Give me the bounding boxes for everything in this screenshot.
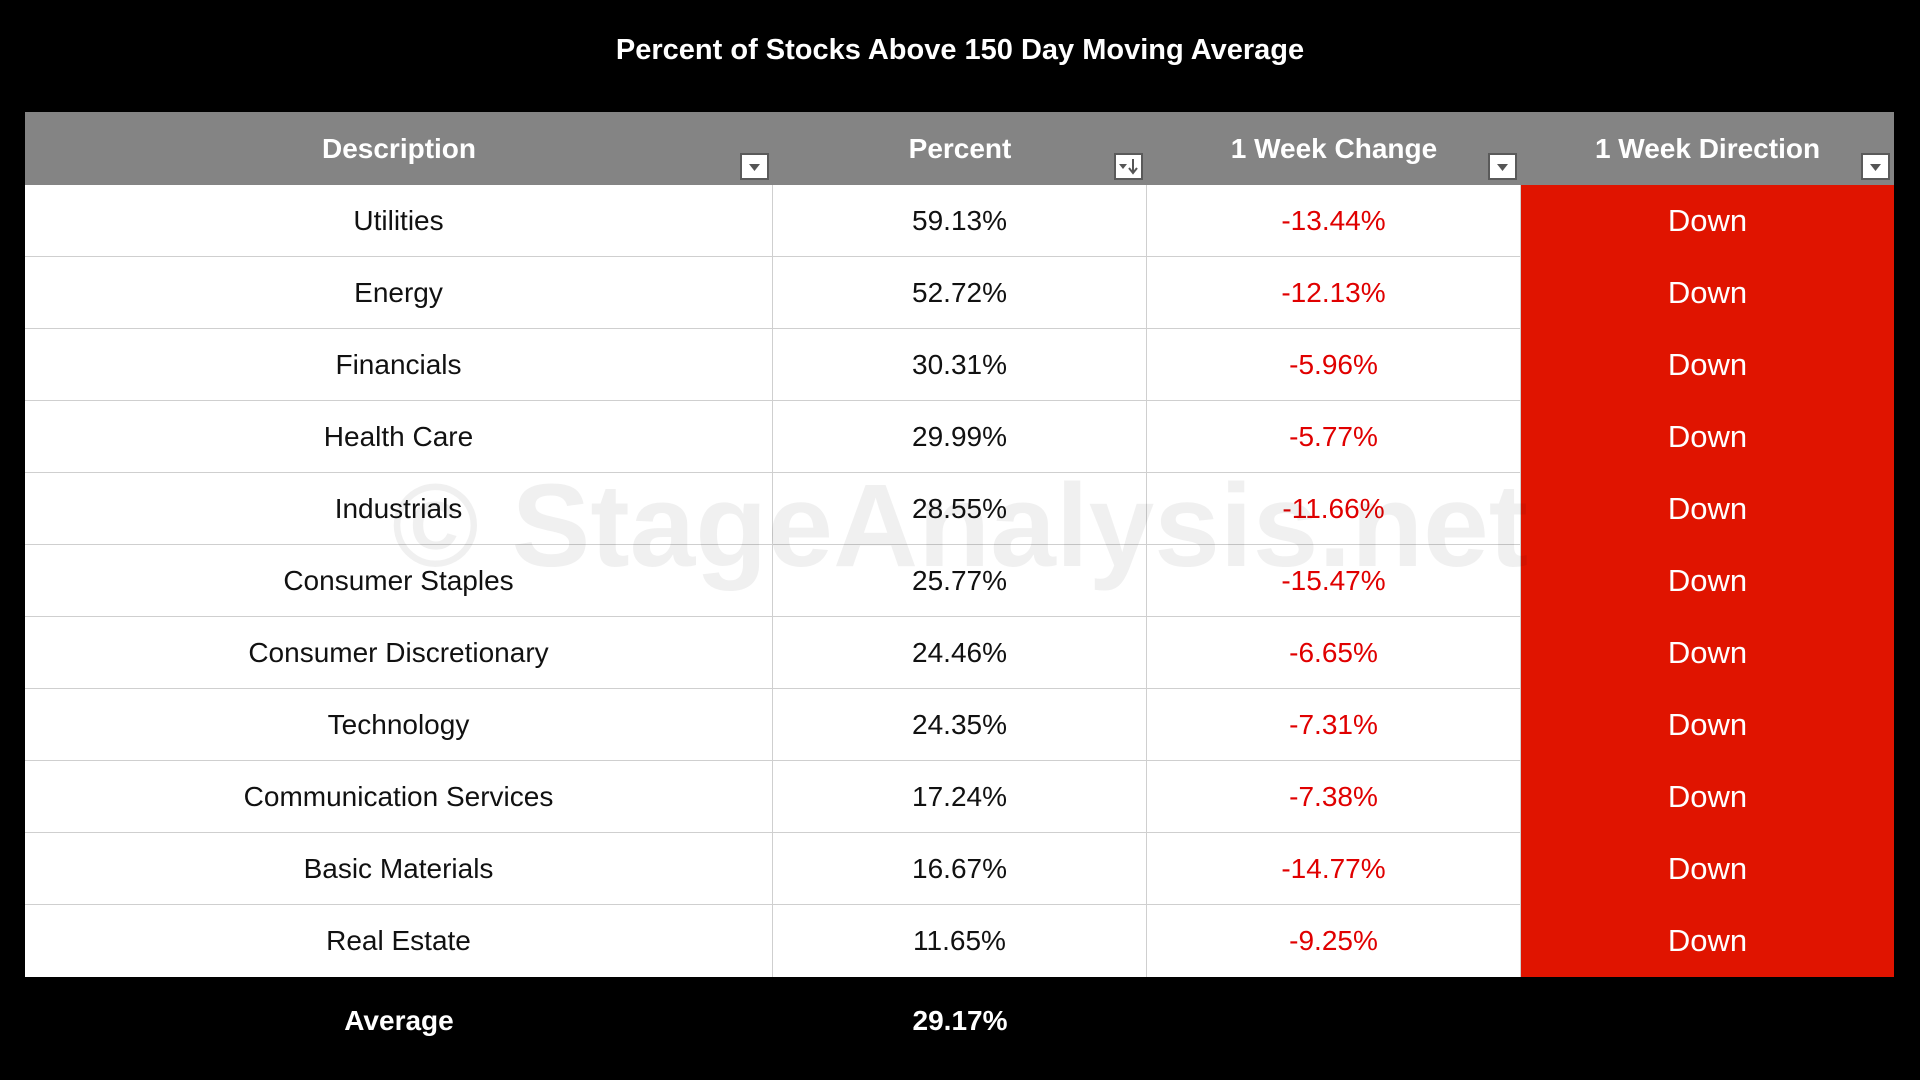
cell-description: Industrials — [25, 473, 773, 545]
cell-description: Utilities — [25, 185, 773, 257]
cell-percent: 17.24% — [773, 761, 1147, 833]
cell-description: Financials — [25, 329, 773, 401]
table-row[interactable]: Industrials 28.55% -11.66% Down — [25, 473, 1894, 545]
cell-change: -7.31% — [1147, 689, 1521, 761]
cell-direction: Down — [1521, 761, 1894, 833]
footer-empty — [1147, 977, 1521, 1065]
cell-percent: 29.99% — [773, 401, 1147, 473]
table-row[interactable]: Consumer Discretionary 24.46% -6.65% Down — [25, 617, 1894, 689]
cell-description: Real Estate — [25, 905, 773, 977]
cell-description: Energy — [25, 257, 773, 329]
cell-direction: Down — [1521, 329, 1894, 401]
cell-change: -11.66% — [1147, 473, 1521, 545]
table-footer: Average 29.17% — [25, 977, 1894, 1065]
cell-direction: Down — [1521, 905, 1894, 977]
cell-change: -13.44% — [1147, 185, 1521, 257]
column-header-percent[interactable]: Percent — [773, 112, 1147, 185]
cell-percent: 16.67% — [773, 833, 1147, 905]
table-row[interactable]: Communication Services 17.24% -7.38% Down — [25, 761, 1894, 833]
average-value: 29.17% — [912, 1005, 1008, 1036]
table-row[interactable]: Real Estate 11.65% -9.25% Down — [25, 905, 1894, 977]
filter-dropdown-icon[interactable] — [740, 153, 769, 180]
cell-percent: 24.35% — [773, 689, 1147, 761]
cell-direction: Down — [1521, 257, 1894, 329]
cell-change: -9.25% — [1147, 905, 1521, 977]
table-row[interactable]: Health Care 29.99% -5.77% Down — [25, 401, 1894, 473]
cell-direction: Down — [1521, 185, 1894, 257]
page-title: Percent of Stocks Above 150 Day Moving A… — [615, 34, 1305, 66]
cell-direction: Down — [1521, 689, 1894, 761]
table-row[interactable]: Energy 52.72% -12.13% Down — [25, 257, 1894, 329]
cell-change: -12.13% — [1147, 257, 1521, 329]
cell-description: Communication Services — [25, 761, 773, 833]
cell-percent: 30.31% — [773, 329, 1147, 401]
cell-description: Technology — [25, 689, 773, 761]
cell-percent: 25.77% — [773, 545, 1147, 617]
column-header-label: Percent — [908, 133, 1012, 164]
table-row[interactable]: Consumer Staples 25.77% -15.47% Down — [25, 545, 1894, 617]
cell-direction: Down — [1521, 545, 1894, 617]
cell-percent: 59.13% — [773, 185, 1147, 257]
cell-change: -5.77% — [1147, 401, 1521, 473]
table-header: Description Percent 1 Week Change 1 Week… — [25, 112, 1894, 185]
data-table: Description Percent 1 Week Change 1 Week… — [25, 112, 1894, 1065]
cell-direction: Down — [1521, 401, 1894, 473]
cell-direction: Down — [1521, 617, 1894, 689]
average-label: Average — [344, 1005, 454, 1036]
column-header-label: 1 Week Direction — [1594, 133, 1821, 164]
table-row[interactable]: Basic Materials 16.67% -14.77% Down — [25, 833, 1894, 905]
cell-change: -6.65% — [1147, 617, 1521, 689]
cell-change: -5.96% — [1147, 329, 1521, 401]
footer-empty — [1521, 977, 1894, 1065]
table-row[interactable]: Utilities 59.13% -13.44% Down — [25, 185, 1894, 257]
table-row[interactable]: Financials 30.31% -5.96% Down — [25, 329, 1894, 401]
cell-percent: 11.65% — [773, 905, 1147, 977]
column-header-label: 1 Week Change — [1230, 133, 1438, 164]
cell-percent: 28.55% — [773, 473, 1147, 545]
sort-descending-icon[interactable] — [1114, 153, 1143, 180]
cell-description: Consumer Discretionary — [25, 617, 773, 689]
cell-direction: Down — [1521, 833, 1894, 905]
cell-direction: Down — [1521, 473, 1894, 545]
filter-dropdown-icon[interactable] — [1861, 153, 1890, 180]
filter-dropdown-icon[interactable] — [1488, 153, 1517, 180]
cell-description: Consumer Staples — [25, 545, 773, 617]
cell-change: -14.77% — [1147, 833, 1521, 905]
cell-percent: 52.72% — [773, 257, 1147, 329]
cell-description: Basic Materials — [25, 833, 773, 905]
cell-percent: 24.46% — [773, 617, 1147, 689]
column-header-label: Description — [321, 133, 477, 164]
column-header-direction[interactable]: 1 Week Direction — [1521, 112, 1894, 185]
table-body: Utilities 59.13% -13.44% Down Energy 52.72% -1… — [25, 185, 1894, 977]
cell-change: -7.38% — [1147, 761, 1521, 833]
column-header-description[interactable]: Description — [25, 112, 773, 185]
cell-description: Health Care — [25, 401, 773, 473]
table-row[interactable]: Technology 24.35% -7.31% Down — [25, 689, 1894, 761]
column-header-change[interactable]: 1 Week Change — [1147, 112, 1521, 185]
cell-change: -15.47% — [1147, 545, 1521, 617]
